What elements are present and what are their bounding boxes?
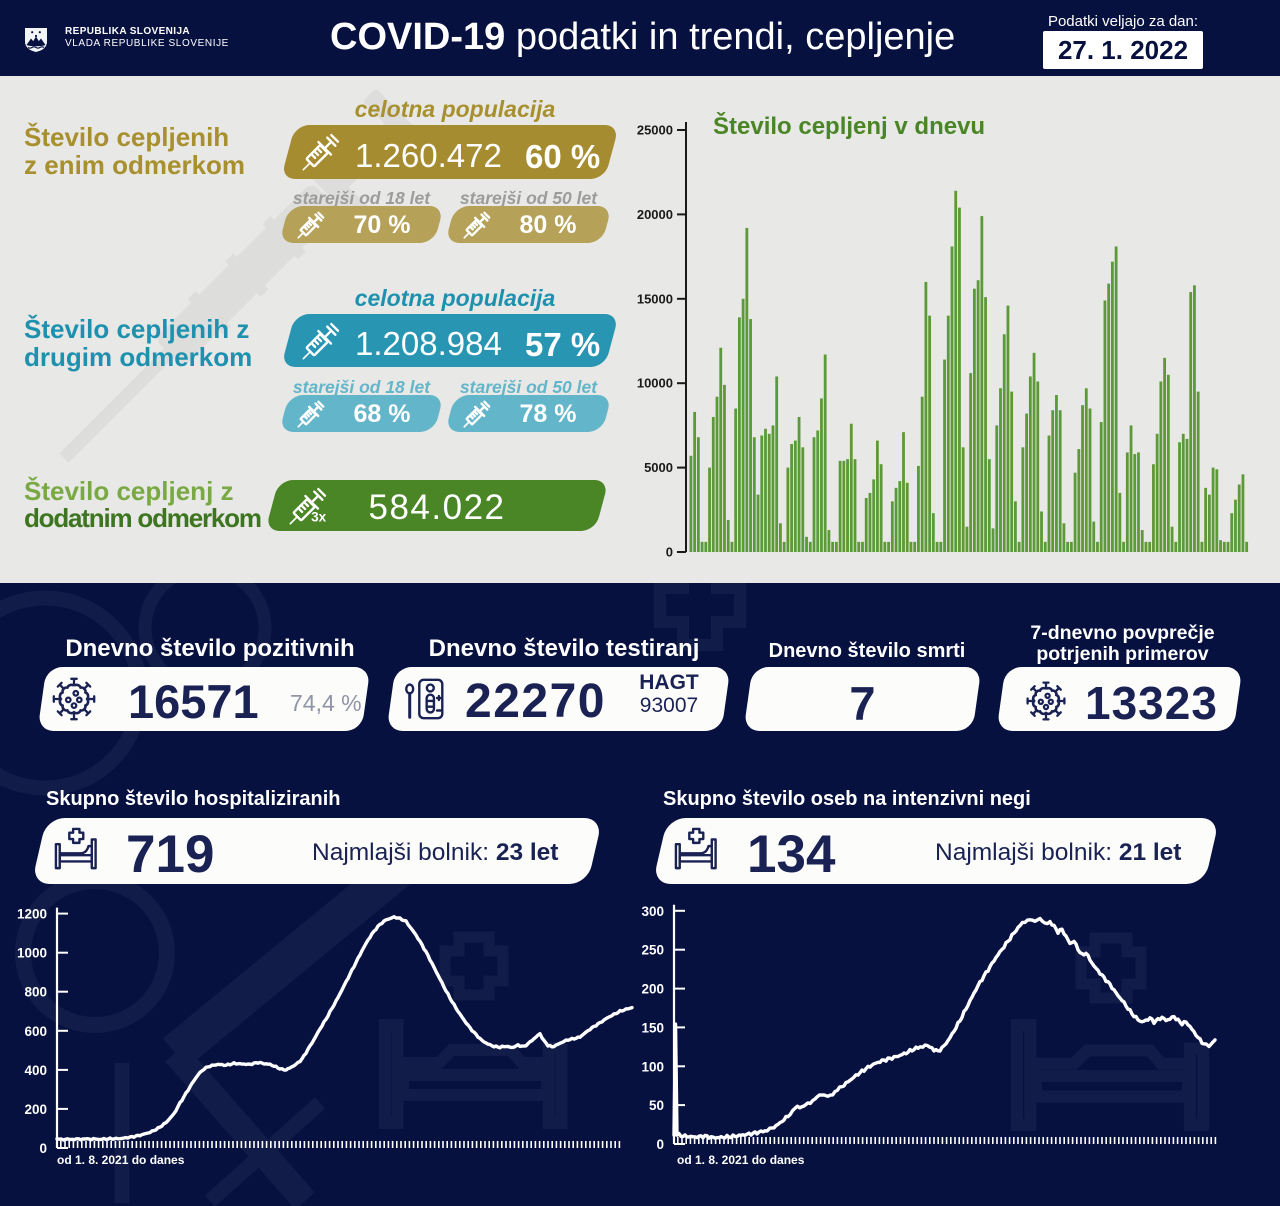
svg-text:1000: 1000: [17, 946, 47, 961]
svg-text:300: 300: [641, 904, 664, 919]
svg-text:100: 100: [641, 1059, 664, 1074]
svg-text:20000: 20000: [637, 207, 673, 222]
svg-text:1200: 1200: [17, 907, 47, 922]
svg-text:0: 0: [39, 1141, 47, 1156]
svg-text:800: 800: [24, 985, 47, 1000]
svg-text:0: 0: [666, 545, 673, 560]
svg-text:50: 50: [649, 1098, 664, 1113]
svg-text:15000: 15000: [637, 291, 673, 306]
svg-text:150: 150: [641, 1020, 664, 1035]
svg-text:600: 600: [24, 1024, 47, 1039]
svg-text:5000: 5000: [644, 460, 673, 475]
svg-text:25000: 25000: [637, 123, 673, 138]
svg-text:200: 200: [641, 982, 664, 997]
svg-text:0: 0: [656, 1137, 664, 1152]
svg-text:200: 200: [24, 1102, 47, 1117]
svg-text:250: 250: [641, 943, 664, 958]
svg-text:3x: 3x: [311, 510, 327, 525]
svg-text:10000: 10000: [637, 376, 673, 391]
svg-text:400: 400: [24, 1063, 47, 1078]
